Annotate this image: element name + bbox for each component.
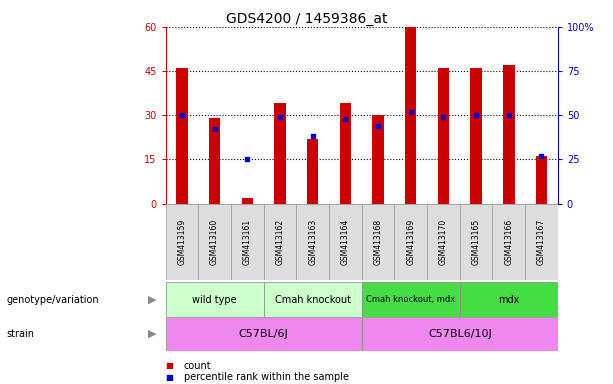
Bar (470, 68, 482, 204)
Text: GSM413162: GSM413162 (275, 219, 284, 265)
Text: genotype/variation: genotype/variation (6, 295, 99, 305)
Bar (274, 103, 286, 204)
Bar (362, 317, 558, 351)
Text: percentile rank within the sample: percentile rank within the sample (184, 372, 349, 382)
Text: GSM413160: GSM413160 (210, 219, 219, 265)
Text: GSM413166: GSM413166 (504, 219, 513, 265)
Bar (176, 68, 188, 204)
Text: ▶: ▶ (148, 295, 156, 305)
Bar (198, 204, 231, 280)
Bar (427, 204, 460, 280)
Text: C57BL/6J: C57BL/6J (238, 329, 289, 339)
Text: mdx: mdx (498, 295, 519, 305)
Bar (264, 282, 362, 317)
Bar (362, 282, 460, 317)
Text: GSM413167: GSM413167 (537, 219, 546, 265)
Bar (492, 204, 525, 280)
Bar (362, 204, 394, 280)
Bar (209, 118, 220, 204)
Bar (166, 204, 198, 280)
Bar (264, 204, 296, 280)
Bar (242, 198, 253, 204)
Text: GSM413168: GSM413168 (373, 219, 383, 265)
Bar (438, 68, 449, 204)
Text: ■: ■ (166, 372, 173, 382)
Text: wild type: wild type (192, 295, 237, 305)
Bar (231, 204, 264, 280)
Text: Cmah knockout: Cmah knockout (275, 295, 351, 305)
Text: Cmah knockout, mdx: Cmah knockout, mdx (366, 295, 455, 304)
Text: GSM413163: GSM413163 (308, 219, 317, 265)
Bar (329, 204, 362, 280)
Bar (460, 204, 492, 280)
Bar (307, 139, 318, 204)
Text: count: count (184, 361, 211, 371)
Text: ▶: ▶ (148, 329, 156, 339)
Bar (296, 204, 329, 280)
Text: GDS4200 / 1459386_at: GDS4200 / 1459386_at (226, 12, 387, 25)
Text: GSM413164: GSM413164 (341, 219, 350, 265)
Bar (372, 115, 384, 204)
Bar (525, 204, 558, 280)
Bar (166, 282, 264, 317)
Text: GSM413170: GSM413170 (439, 219, 448, 265)
Bar (394, 204, 427, 280)
Text: GSM413161: GSM413161 (243, 219, 252, 265)
Bar (166, 317, 362, 351)
Bar (503, 65, 514, 204)
Bar (460, 282, 558, 317)
Bar (405, 27, 416, 204)
Text: GSM413165: GSM413165 (471, 219, 481, 265)
Text: ■: ■ (166, 361, 173, 370)
Text: GSM413169: GSM413169 (406, 219, 415, 265)
Bar (340, 103, 351, 204)
Text: GSM413159: GSM413159 (177, 219, 186, 265)
Text: strain: strain (6, 329, 34, 339)
Bar (536, 156, 547, 204)
Text: C57BL6/10J: C57BL6/10J (428, 329, 492, 339)
